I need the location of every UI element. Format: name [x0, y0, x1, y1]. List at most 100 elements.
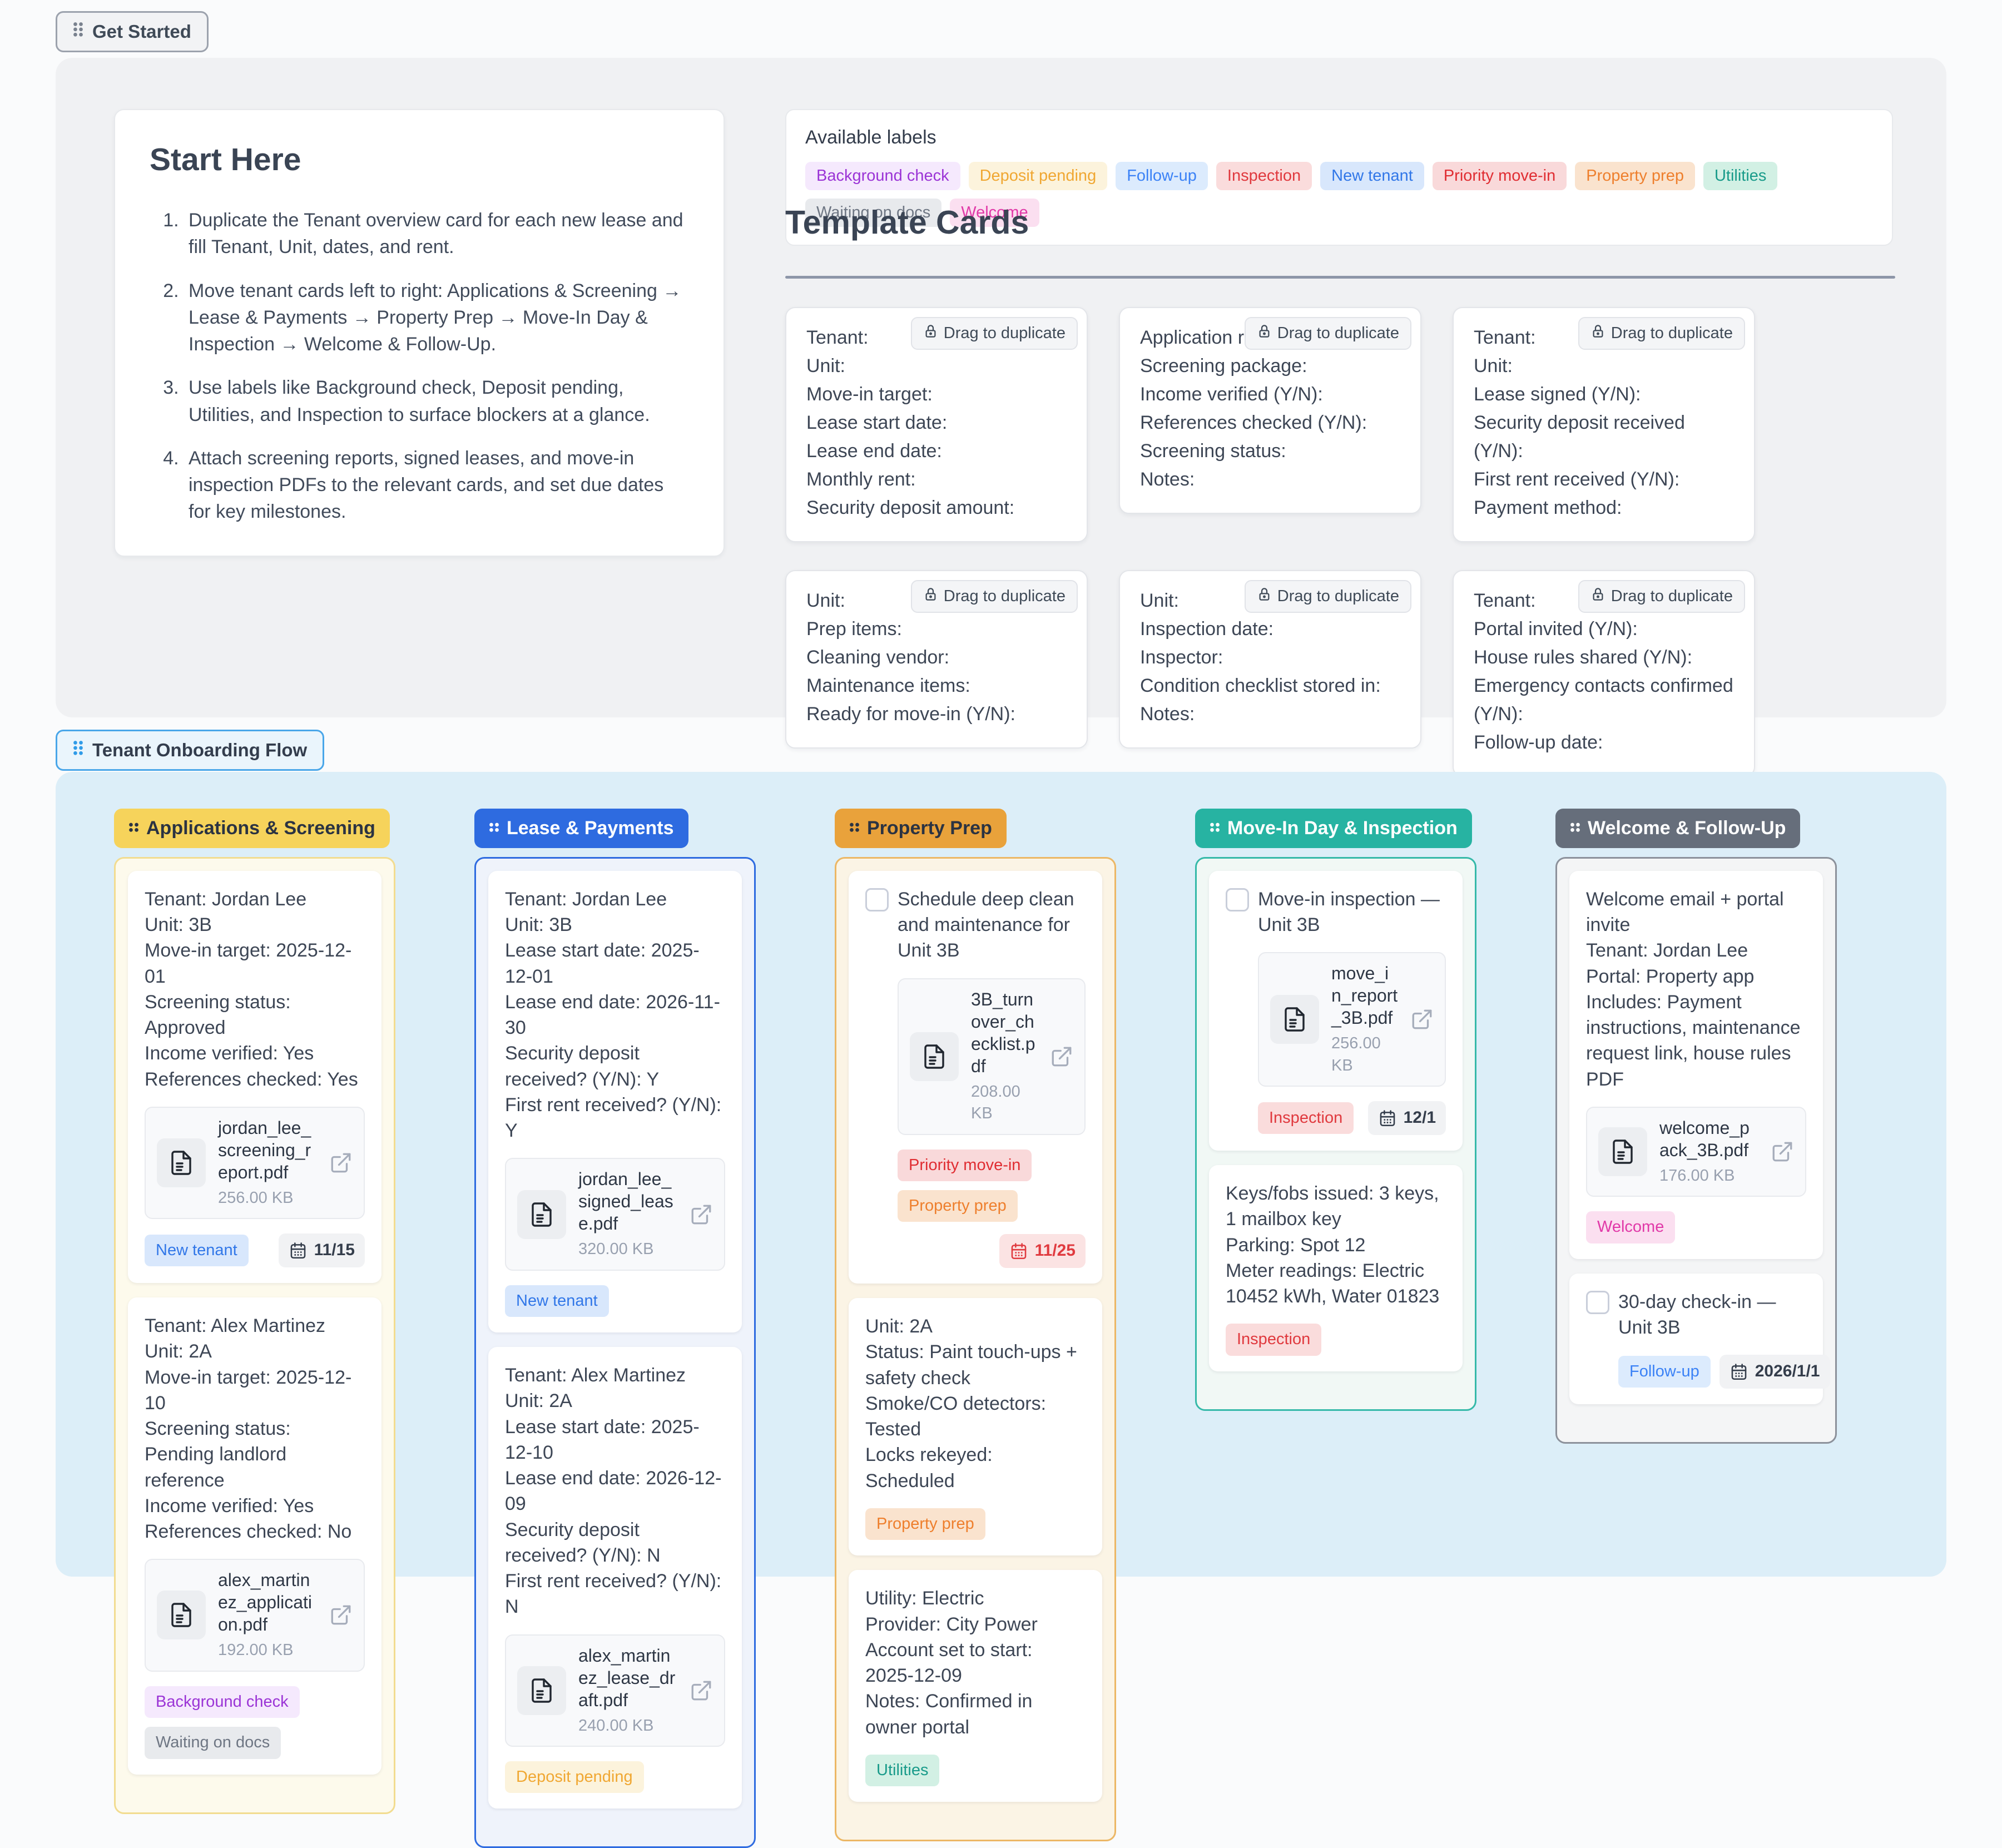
board-card[interactable]: Keys/fobs issued: 3 keys, 1 mailbox key P… [1209, 1165, 1463, 1371]
attachment[interactable]: alex_martinez_application.pdf 192.00 KB [145, 1559, 365, 1672]
card-label[interactable]: Inspection [1226, 1324, 1322, 1356]
card-label[interactable]: Property prep [898, 1190, 1018, 1222]
drag-to-duplicate-button[interactable]: Drag to duplicate [1578, 317, 1745, 350]
open-attachment-icon[interactable] [1410, 1008, 1434, 1031]
due-date-badge[interactable]: 12/1 [1367, 1101, 1446, 1136]
label-chip[interactable]: Property prep [1575, 162, 1695, 190]
attachment[interactable]: move_in_report_3B.pdf 256.00 KB [1258, 952, 1446, 1087]
open-attachment-icon[interactable] [1050, 1045, 1073, 1068]
attachment[interactable]: 3B_turnover_checklist.pdf 208.00 KB [898, 978, 1086, 1135]
card-label[interactable]: Property prep [865, 1508, 985, 1540]
board-column: Applications & Screening Tenant: Jordan L… [114, 809, 395, 1814]
label-chip[interactable]: Welcome [950, 199, 1039, 227]
board-card[interactable]: Welcome email + portal invite Tenant: Jor… [1569, 871, 1823, 1259]
start-here-step: Move tenant cards left to right: Applica… [184, 278, 689, 358]
column-header[interactable]: Move-In Day & Inspection [1195, 809, 1472, 848]
label-chip[interactable]: Inspection [1216, 162, 1312, 190]
card-label[interactable]: Welcome [1586, 1211, 1676, 1243]
label-chip[interactable]: Deposit pending [968, 162, 1108, 190]
drag-to-duplicate-button[interactable]: Drag to duplicate [910, 317, 1078, 350]
template-card[interactable]: Tenant: Unit: Lease signed (Y/N): Security … [1453, 307, 1755, 542]
card-title-row: Schedule deep clean and maintenance for … [865, 886, 1086, 964]
card-label[interactable]: New tenant [145, 1234, 249, 1267]
card-title: 30-day check-in — Unit 3B [1618, 1291, 1776, 1338]
template-card[interactable]: Unit: Prep items: Cleaning vendor: Maintena… [785, 570, 1088, 749]
board-card[interactable]: Unit: 2A Status: Paint touch-ups + safety… [849, 1298, 1102, 1556]
board-card[interactable]: Utility: Electric Provider: City Power Acc… [849, 1570, 1102, 1802]
board-column: Welcome & Follow-Up Welcome email + porta… [1555, 809, 1837, 1444]
label-chip[interactable]: New tenant [1320, 162, 1424, 190]
card-footer: New tenant 11/15 [145, 1233, 365, 1268]
attachment-meta: 3B_turnover_checklist.pdf 208.00 KB [971, 988, 1038, 1125]
card-labels: New tenant [505, 1285, 609, 1317]
card-label[interactable]: Follow-up [1618, 1355, 1711, 1388]
label-chip[interactable]: Background check [805, 162, 960, 190]
available-labels-row: Background check Deposit pending Follow-up… [805, 162, 1873, 227]
card-text: Tenant: Jordan Lee Unit: 3B Lease start da… [505, 889, 722, 1142]
board-card[interactable]: Schedule deep clean and maintenance for … [849, 871, 1102, 1284]
card-labels: Priority move-in Property prep [898, 1149, 1086, 1222]
card-labels: Welcome [1586, 1211, 1676, 1243]
card-text: Keys/fobs issued: 3 keys, 1 mailbox key P… [1226, 1183, 1440, 1307]
column-header[interactable]: Lease & Payments [474, 809, 688, 848]
board-card[interactable]: Tenant: Jordan Lee Unit: 3B Move-in target… [128, 871, 381, 1284]
drag-to-duplicate-button[interactable]: Drag to duplicate [1578, 580, 1745, 613]
column-header[interactable]: Welcome & Follow-Up [1555, 809, 1801, 848]
label-chip[interactable]: Priority move-in [1432, 162, 1567, 190]
board-card[interactable]: Tenant: Alex Martinez Unit: 2A Lease start… [488, 1347, 742, 1809]
drag-dots-icon [128, 818, 139, 839]
card-label[interactable]: New tenant [505, 1285, 609, 1317]
due-date-badge[interactable]: 2026/1/1 [1719, 1355, 1830, 1389]
due-date-badge[interactable]: 11/15 [278, 1233, 365, 1268]
label-chip[interactable]: Follow-up [1116, 162, 1208, 190]
template-card[interactable]: Tenant: Portal invited (Y/N): House rules … [1453, 570, 1755, 777]
due-date-badge[interactable]: 11/25 [999, 1234, 1086, 1269]
due-date-text: 12/1 [1403, 1108, 1436, 1127]
template-card[interactable]: Application received: Screening package: I… [1119, 307, 1421, 514]
card-checkbox[interactable] [865, 888, 889, 911]
board-card[interactable]: Tenant: Alex Martinez Unit: 2A Move-in tar… [128, 1297, 381, 1775]
attachment-name: alex_martinez_application.pdf [218, 1570, 312, 1635]
attachment[interactable]: jordan_lee_screening_report.pdf 256.00 KB [145, 1106, 365, 1220]
board-card[interactable]: Move-in inspection — Unit 3B move_in_repo… [1209, 871, 1463, 1151]
due-date-text: 2026/1/1 [1755, 1362, 1820, 1381]
attachment[interactable]: welcome_pack_3B.pdf 176.00 KB [1586, 1106, 1806, 1197]
card-label[interactable]: Waiting on docs [145, 1727, 281, 1759]
document-icon [157, 1138, 206, 1188]
template-card[interactable]: Tenant: Unit: Move-in target: Lease start d… [785, 307, 1088, 542]
card-label[interactable]: Inspection [1258, 1102, 1354, 1134]
card-label[interactable]: Background check [145, 1686, 300, 1718]
attachment[interactable]: alex_martinez_lease_draft.pdf 240.00 KB [505, 1634, 725, 1747]
open-attachment-icon[interactable] [329, 1151, 353, 1175]
drag-to-duplicate-label: Drag to duplicate [1277, 587, 1399, 605]
open-attachment-icon[interactable] [690, 1203, 713, 1226]
open-attachment-icon[interactable] [1771, 1140, 1794, 1163]
attachment[interactable]: jordan_lee_signed_lease.pdf 320.00 KB [505, 1158, 725, 1271]
template-card[interactable]: Unit: Inspection date: Inspector: Condition… [1119, 570, 1421, 749]
get-started-section-handle[interactable]: Get Started [56, 11, 209, 52]
open-attachment-icon[interactable] [690, 1679, 713, 1702]
card-label[interactable]: Priority move-in [898, 1149, 1032, 1182]
card-checkbox[interactable] [1586, 1290, 1609, 1314]
drag-dots-icon [849, 818, 860, 839]
card-label[interactable]: Utilities [865, 1754, 940, 1787]
board-card[interactable]: 30-day check-in — Unit 3B Follow-up 2026/1… [1569, 1273, 1830, 1405]
column-header[interactable]: Applications & Screening [114, 809, 390, 848]
attachment-size: 256.00 KB [218, 1188, 294, 1207]
tenant-onboarding-flow-handle[interactable]: Tenant Onboarding Flow [56, 730, 325, 771]
drag-to-duplicate-button[interactable]: Drag to duplicate [910, 580, 1078, 613]
drag-to-duplicate-button[interactable]: Drag to duplicate [1244, 317, 1411, 350]
column-header[interactable]: Property Prep [835, 809, 1007, 848]
board-card[interactable]: Tenant: Jordan Lee Unit: 3B Lease start da… [488, 871, 742, 1333]
card-label[interactable]: Deposit pending [505, 1761, 644, 1793]
label-chip[interactable]: Waiting on docs [805, 199, 942, 227]
column-title: Applications & Screening [146, 818, 375, 839]
card-checkbox[interactable] [1226, 888, 1249, 911]
open-attachment-icon[interactable] [329, 1603, 353, 1627]
template-card-text: Unit: Inspection date: Inspector: Condition… [1140, 590, 1381, 725]
card-footer: Inspection [1226, 1324, 1446, 1356]
label-chip[interactable]: Utilities [1703, 162, 1778, 190]
card-footer: Welcome [1586, 1211, 1806, 1243]
column-body: Tenant: Jordan Lee Unit: 3B Move-in target… [114, 857, 395, 1814]
drag-to-duplicate-button[interactable]: Drag to duplicate [1244, 580, 1411, 613]
